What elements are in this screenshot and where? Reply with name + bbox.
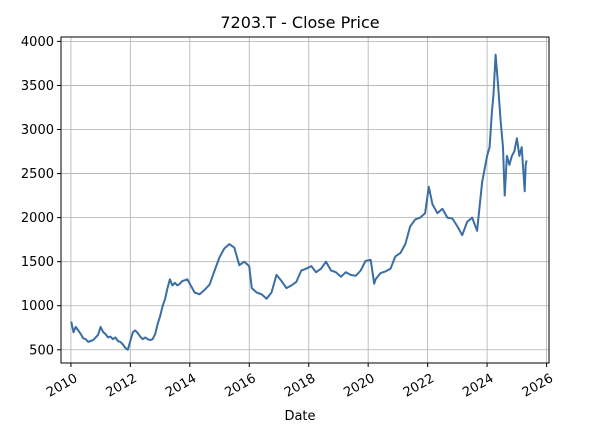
y-tick-label: 2500 bbox=[21, 167, 54, 182]
series-layer bbox=[70, 53, 528, 351]
x-axis-label: Date bbox=[284, 409, 315, 424]
chart-title: 7203.T - Close Price bbox=[220, 13, 379, 32]
x-tick-label: 2024 bbox=[460, 371, 496, 401]
x-tick-label: 2026 bbox=[520, 371, 556, 401]
close-price-line bbox=[70, 53, 528, 351]
y-tick-label: 2000 bbox=[21, 211, 54, 226]
y-tick-label: 1500 bbox=[21, 255, 54, 270]
y-tick-label: 3000 bbox=[21, 123, 54, 138]
x-tick-label: 2016 bbox=[222, 371, 258, 401]
y-tick-label: 500 bbox=[29, 343, 54, 358]
x-tick-label: 2014 bbox=[163, 371, 199, 401]
x-axis: 2010 2012 2014 2016 2018 2020 2022 2024 2026 bbox=[44, 363, 556, 401]
y-axis: 500 1000 1500 2000 2500 3000 3500 4000 bbox=[21, 35, 61, 358]
x-tick-label: 2012 bbox=[104, 371, 140, 401]
y-tick-label: 1000 bbox=[21, 299, 54, 314]
x-tick-label: 2018 bbox=[282, 371, 318, 401]
x-tick-label: 2020 bbox=[341, 371, 377, 401]
y-tick-label: 4000 bbox=[21, 35, 54, 50]
grid-lines bbox=[61, 37, 549, 363]
plot-frame bbox=[60, 36, 550, 364]
x-tick-label: 2010 bbox=[44, 371, 80, 401]
y-tick-label: 3500 bbox=[21, 79, 54, 94]
x-tick-label: 2022 bbox=[401, 371, 437, 401]
